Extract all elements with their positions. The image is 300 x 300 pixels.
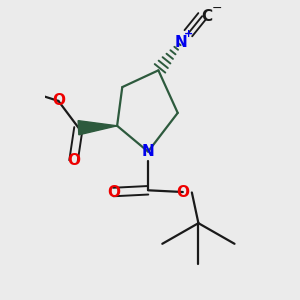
Text: +: + <box>184 29 193 39</box>
Text: N: N <box>142 144 154 159</box>
Text: −: − <box>212 2 222 15</box>
Text: O: O <box>52 93 65 108</box>
Text: O: O <box>176 184 189 200</box>
Text: O: O <box>67 153 80 168</box>
Text: N: N <box>175 35 188 50</box>
Text: O: O <box>107 184 120 200</box>
Text: C: C <box>202 9 213 24</box>
Polygon shape <box>78 121 117 135</box>
